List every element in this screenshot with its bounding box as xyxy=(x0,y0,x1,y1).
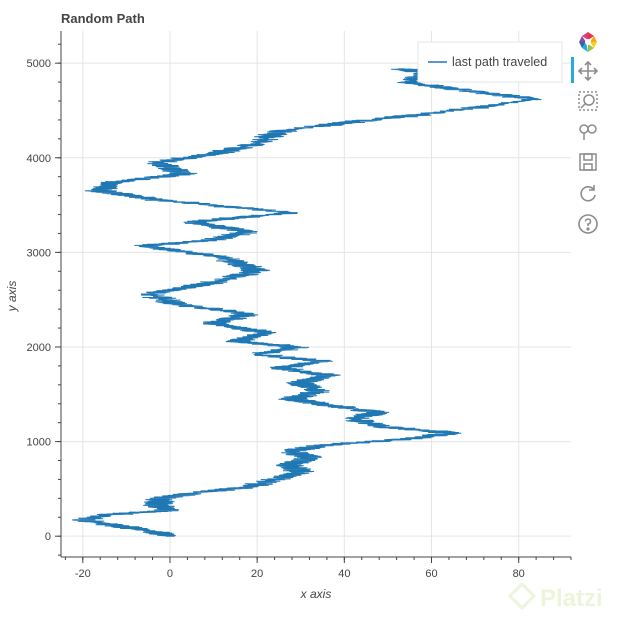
platzi-watermark: Platzi xyxy=(508,582,603,612)
pan-icon[interactable] xyxy=(576,59,600,83)
box-zoom-icon[interactable] xyxy=(576,89,600,113)
y-tick-label: 0 xyxy=(45,531,51,543)
y-axis-label: y axis xyxy=(5,281,19,313)
x-tick-label: 0 xyxy=(167,568,173,580)
y-tick-label: 3000 xyxy=(27,247,51,259)
x-tick-label: -20 xyxy=(75,568,91,580)
legend-label: last path traveled xyxy=(452,55,547,69)
x-tick-label: 40 xyxy=(338,568,350,580)
y-tick-label: 5000 xyxy=(27,58,51,70)
data-series-path xyxy=(72,68,542,537)
y-tick-label: 1000 xyxy=(27,437,51,449)
x-tick-label: 60 xyxy=(425,568,437,580)
chart-title: Random Path xyxy=(61,11,145,26)
x-axis-label: x axis xyxy=(300,587,332,601)
platzi-logo-icon xyxy=(508,582,537,611)
legend: last path traveled xyxy=(417,41,563,83)
y-tick-label: 4000 xyxy=(27,153,51,165)
x-tick-label: 80 xyxy=(513,568,525,580)
y-tick-label: 2000 xyxy=(27,342,51,354)
series-line-last-path-traveled xyxy=(72,68,542,537)
save-icon[interactable] xyxy=(576,150,600,174)
axes: -20 0 20 40 60 80 0 1000 2000 3000 4000 5000 xyxy=(27,31,572,580)
active-tool-indicator xyxy=(571,57,574,83)
x-tick-label: 20 xyxy=(251,568,263,580)
watermark-text: Platzi xyxy=(540,585,603,612)
grid-lines xyxy=(61,31,571,557)
help-icon[interactable] xyxy=(576,212,600,236)
reset-icon[interactable] xyxy=(576,181,600,205)
wheel-zoom-icon[interactable] xyxy=(576,119,600,143)
bokeh-logo-icon[interactable] xyxy=(576,30,600,54)
